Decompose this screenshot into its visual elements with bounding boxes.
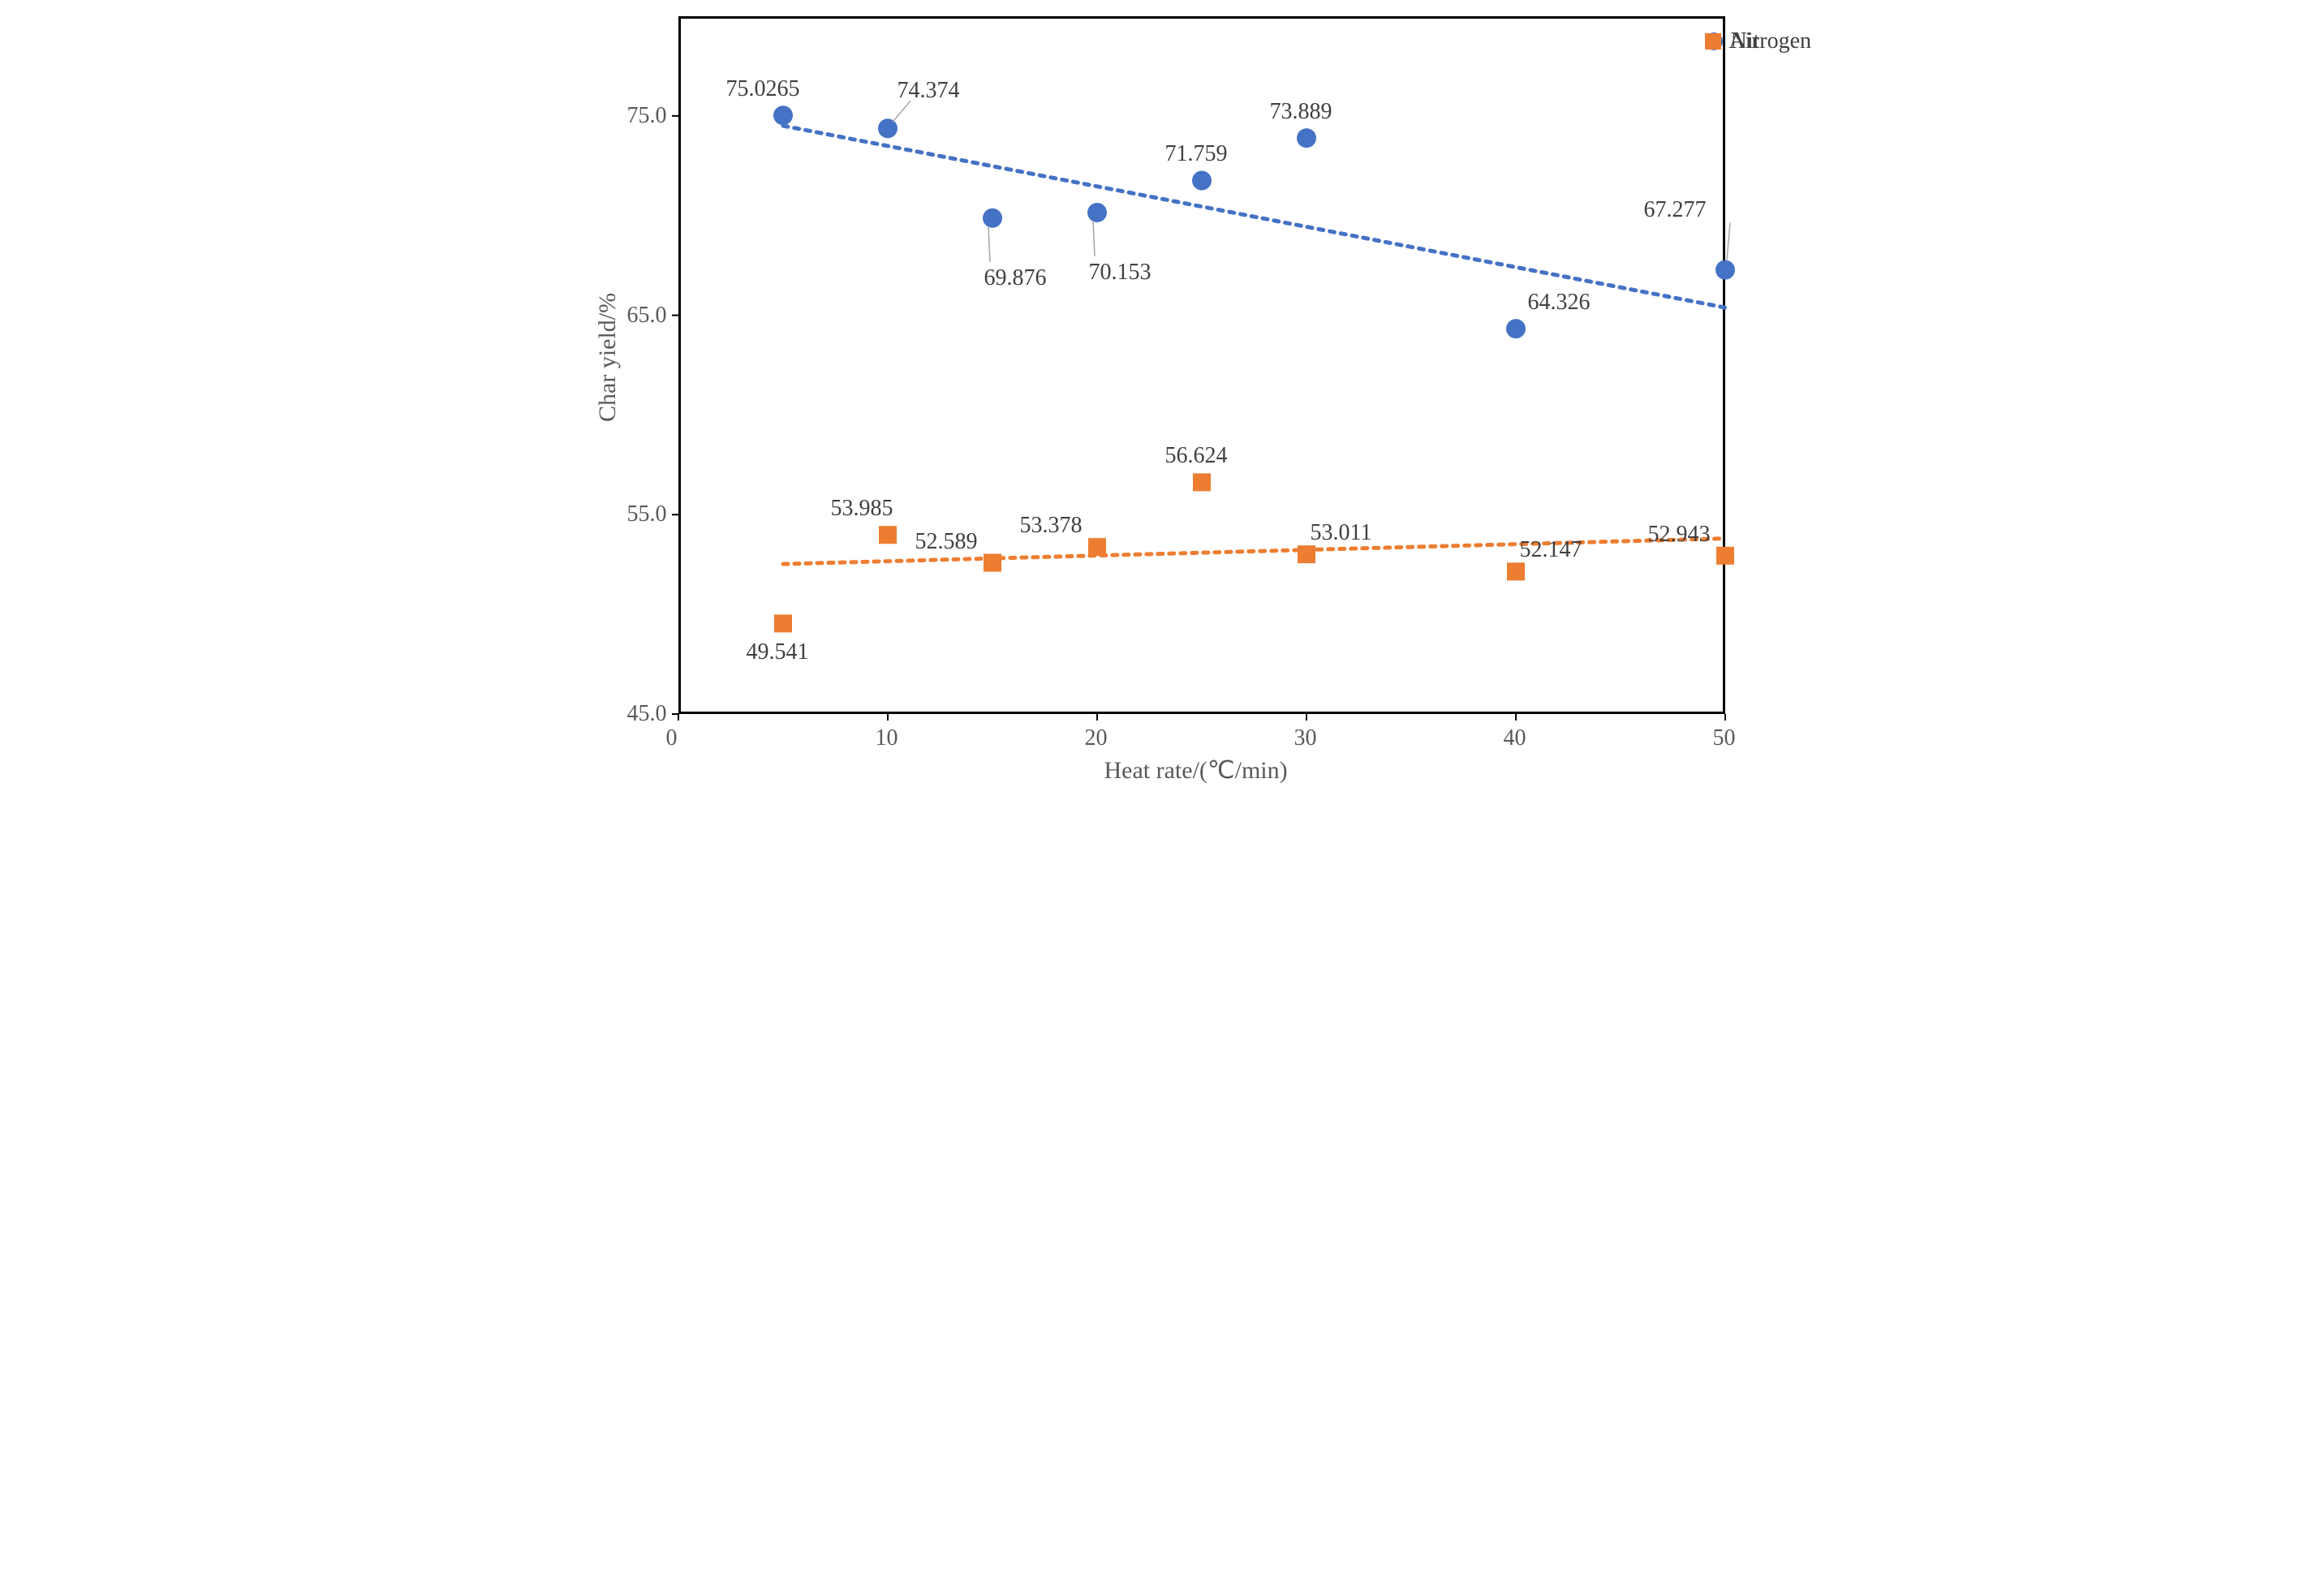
data-label: 64.326 xyxy=(1528,290,1591,316)
y-axis-label: Char yield/% xyxy=(594,293,622,422)
y-tick-label: 75.0 xyxy=(627,103,667,129)
data-point-nitrogen xyxy=(1087,203,1107,222)
x-tick-label: 20 xyxy=(1085,725,1108,751)
x-tick-label: 10 xyxy=(876,725,898,751)
leader-line xyxy=(1727,223,1730,260)
data-label: 53.378 xyxy=(1020,513,1083,539)
data-label: 69.876 xyxy=(984,265,1047,291)
data-point-air xyxy=(1507,562,1525,580)
x-axis-label: Heat rate/(℃/min) xyxy=(1104,756,1288,785)
legend-label: Air xyxy=(1729,28,1759,54)
scatter-chart: 0 10 20 30 40 50 45.0 55.0 65.0 75.0 Heat rate/(℃/… xyxy=(579,0,1737,798)
data-point-air xyxy=(984,554,1001,572)
leader-line xyxy=(988,226,990,262)
y-tick-label: 55.0 xyxy=(627,501,667,527)
data-point-nitrogen xyxy=(1506,319,1526,338)
data-point-nitrogen xyxy=(983,209,1002,228)
data-label: 67.277 xyxy=(1644,197,1707,223)
data-label: 75.0265 xyxy=(726,76,800,102)
x-tick-label: 50 xyxy=(1713,725,1736,751)
data-point-nitrogen xyxy=(773,105,793,125)
data-point-air xyxy=(1298,545,1315,563)
data-label: 52.147 xyxy=(1520,537,1582,563)
legend-item-air: Air xyxy=(1705,28,1759,54)
x-tick-label: 40 xyxy=(1504,725,1526,751)
x-tick-label: 0 xyxy=(666,725,678,751)
data-point-air xyxy=(1088,538,1106,556)
data-point-nitrogen xyxy=(1715,260,1735,280)
leader-line xyxy=(1093,221,1095,256)
data-label: 70.153 xyxy=(1089,260,1152,286)
square-icon xyxy=(1705,33,1721,49)
data-point-air xyxy=(1193,473,1211,491)
data-point-nitrogen xyxy=(878,118,898,138)
trendline-nitrogen xyxy=(783,126,1725,308)
y-tick-label: 65.0 xyxy=(627,303,667,329)
data-label: 56.624 xyxy=(1165,443,1228,469)
data-point-air xyxy=(1716,547,1734,565)
data-label: 71.759 xyxy=(1165,141,1228,167)
x-tick-label: 30 xyxy=(1294,725,1317,751)
data-label: 49.541 xyxy=(747,639,809,665)
data-label: 53.011 xyxy=(1311,520,1372,546)
y-tick-label: 45.0 xyxy=(627,701,667,727)
plot-svg xyxy=(579,0,1737,798)
data-point-air xyxy=(774,614,792,632)
data-label: 73.889 xyxy=(1270,99,1332,125)
data-point-nitrogen xyxy=(1192,170,1212,190)
data-label: 53.985 xyxy=(831,496,893,522)
data-label: 52.943 xyxy=(1648,522,1711,548)
data-point-air xyxy=(879,526,897,544)
data-label: 74.374 xyxy=(898,78,960,104)
data-label: 52.589 xyxy=(915,529,978,555)
data-point-nitrogen xyxy=(1297,128,1316,148)
